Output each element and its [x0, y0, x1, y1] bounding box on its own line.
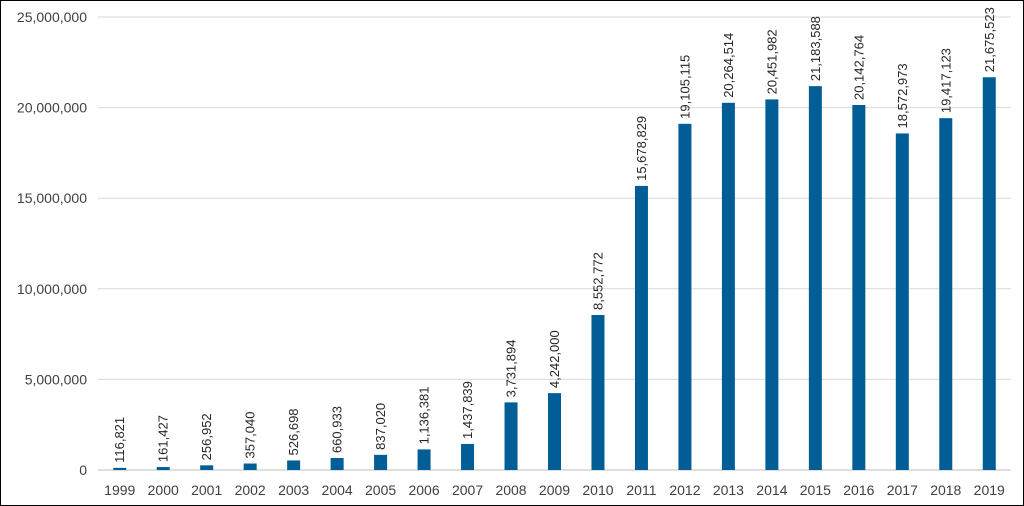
x-tick-label-2002: 2002 — [235, 482, 266, 498]
data-label-1999: 116,821 — [112, 417, 127, 463]
bar-2015 — [808, 86, 822, 471]
data-label-2011: 15,678,829 — [634, 116, 649, 181]
data-label-2015: 21,183,588 — [808, 16, 823, 81]
bar-2005 — [374, 454, 388, 470]
x-tick-label-2012: 2012 — [669, 482, 700, 498]
x-tick-label-2018: 2018 — [930, 482, 961, 498]
x-tick-label-2010: 2010 — [582, 482, 613, 498]
bar-2003 — [287, 460, 301, 470]
data-label-2013: 20,264,514 — [721, 33, 736, 98]
data-label-2002: 357,040 — [243, 412, 258, 459]
x-tick-label-2000: 2000 — [148, 482, 179, 498]
data-label-2016: 20,142,764 — [851, 35, 866, 100]
bar-2004 — [330, 458, 344, 470]
y-tick-label: 25,000,000 — [17, 9, 87, 25]
bars — [113, 77, 996, 471]
data-label-2006: 1,136,381 — [417, 387, 432, 445]
x-tick-label-1999: 1999 — [104, 482, 135, 498]
bar-2017 — [895, 133, 909, 470]
x-tick-label-2013: 2013 — [713, 482, 744, 498]
data-label-2008: 3,731,894 — [504, 340, 519, 398]
bar-2002 — [243, 463, 257, 470]
y-tick-label: 5,000,000 — [25, 371, 87, 387]
bar-2012 — [678, 123, 692, 471]
data-label-2003: 526,698 — [286, 408, 301, 455]
x-tick-label-2001: 2001 — [191, 482, 222, 498]
x-tick-label-2011: 2011 — [626, 482, 656, 498]
data-label-2009: 4,242,000 — [547, 330, 562, 388]
data-label-2019: 21,675,523 — [982, 7, 997, 72]
data-label-2004: 660,933 — [330, 406, 345, 453]
bar-2013 — [721, 102, 735, 470]
x-tick-label-2009: 2009 — [539, 482, 570, 498]
x-tick-label-2016: 2016 — [843, 482, 874, 498]
x-tick-label-2005: 2005 — [365, 482, 396, 498]
x-tick-label-2007: 2007 — [452, 482, 483, 498]
x-tick-label-2014: 2014 — [756, 482, 787, 498]
data-label-2014: 20,451,982 — [764, 29, 779, 94]
x-tick-label-2015: 2015 — [800, 482, 831, 498]
x-tick-label-2004: 2004 — [322, 482, 353, 498]
data-labels: 116,821 161,427 256,952 357,040 526,698 660,9… — [112, 7, 997, 463]
y-tick-label: 10,000,000 — [17, 281, 87, 297]
data-label-2007: 1,437,839 — [460, 381, 475, 439]
data-label-2001: 256,952 — [199, 413, 214, 460]
bar-2016 — [852, 105, 866, 470]
x-tick-label-2008: 2008 — [495, 482, 526, 498]
data-label-2005: 837,020 — [373, 403, 388, 450]
x-tick-label-2006: 2006 — [408, 482, 439, 498]
bar-2010 — [591, 315, 605, 470]
y-tick-label: 20,000,000 — [17, 100, 87, 116]
data-label-2018: 19,417,123 — [938, 48, 953, 113]
bar-2014 — [765, 99, 779, 470]
x-tick-label-2019: 2019 — [974, 482, 1005, 498]
bar-2018 — [939, 118, 953, 470]
bar-2006 — [417, 449, 431, 470]
bar-2000 — [156, 467, 170, 470]
data-label-2017: 18,572,973 — [895, 63, 910, 128]
y-tick-label: 15,000,000 — [17, 190, 87, 206]
bar-1999 — [113, 467, 127, 470]
bar-2009 — [548, 393, 561, 470]
bar-2007 — [461, 443, 475, 470]
data-label-2010: 8,552,772 — [590, 252, 605, 310]
x-tick-label-2017: 2017 — [887, 482, 918, 498]
bar-2019 — [982, 77, 996, 470]
bar-2008 — [504, 402, 518, 470]
y-tick-label: 0 — [79, 462, 87, 478]
data-label-2000: 161,427 — [156, 415, 171, 462]
x-axis-tick-labels: 1999 2000 2001 2002 2003 2004 2005 2006 2007 2008… — [104, 482, 1005, 498]
bar-2011 — [634, 185, 648, 471]
bar-2001 — [200, 465, 214, 470]
y-axis-tick-labels: 0 5,000,000 10,000,000 15,000,000 20,000,000… — [17, 9, 87, 478]
data-label-2012: 19,105,115 — [677, 55, 692, 119]
x-tick-label-2003: 2003 — [278, 482, 309, 498]
